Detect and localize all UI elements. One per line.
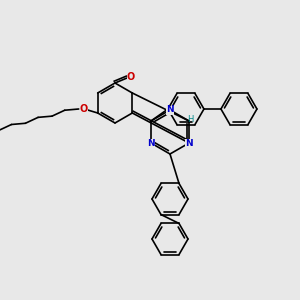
Text: O: O bbox=[127, 72, 135, 82]
Text: N: N bbox=[147, 139, 155, 148]
Text: N: N bbox=[166, 106, 174, 115]
Text: O: O bbox=[80, 104, 88, 114]
Text: H: H bbox=[187, 115, 193, 124]
Text: N: N bbox=[185, 139, 193, 148]
